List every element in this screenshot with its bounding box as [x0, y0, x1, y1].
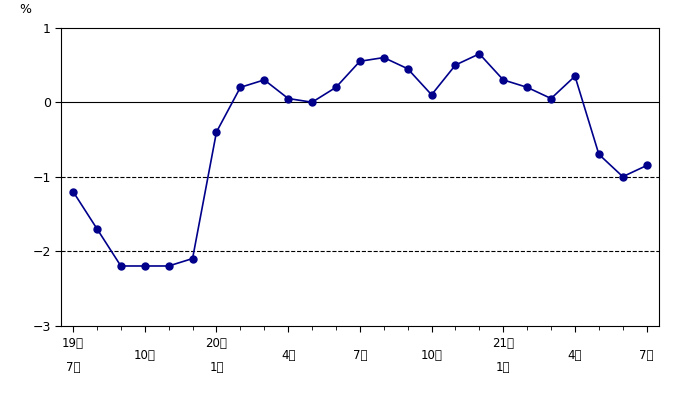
- Text: 4月: 4月: [568, 349, 582, 362]
- Text: 10月: 10月: [134, 349, 155, 362]
- Text: 10月: 10月: [420, 349, 443, 362]
- Text: 1月: 1月: [209, 361, 223, 374]
- Text: 4月: 4月: [281, 349, 295, 362]
- Text: 21年: 21年: [492, 337, 514, 351]
- Text: 20年: 20年: [206, 337, 227, 351]
- Text: 1月: 1月: [496, 361, 511, 374]
- Text: %: %: [19, 3, 31, 16]
- Text: 7月: 7月: [66, 361, 80, 374]
- Text: 19年: 19年: [62, 337, 84, 351]
- Text: 7月: 7月: [352, 349, 367, 362]
- Text: 7月: 7月: [640, 349, 654, 362]
